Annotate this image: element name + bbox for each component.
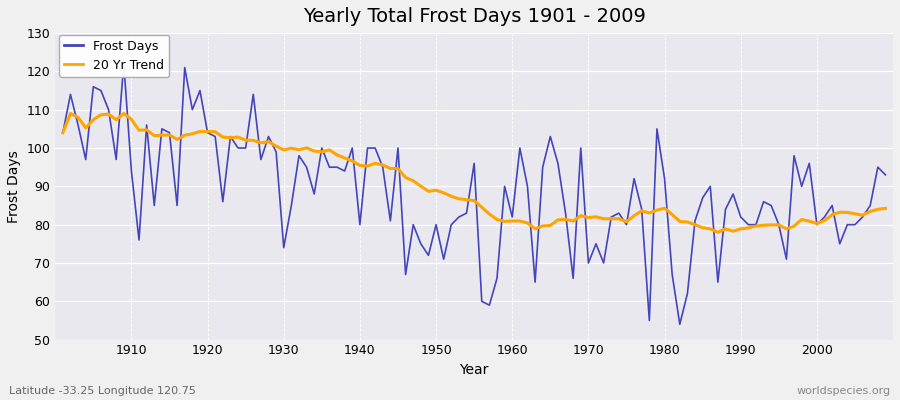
Y-axis label: Frost Days: Frost Days [7, 150, 21, 223]
Title: Yearly Total Frost Days 1901 - 2009: Yearly Total Frost Days 1901 - 2009 [302, 7, 645, 26]
Text: worldspecies.org: worldspecies.org [796, 386, 891, 396]
X-axis label: Year: Year [460, 363, 489, 377]
Legend: Frost Days, 20 Yr Trend: Frost Days, 20 Yr Trend [59, 34, 169, 77]
Text: Latitude -33.25 Longitude 120.75: Latitude -33.25 Longitude 120.75 [9, 386, 196, 396]
